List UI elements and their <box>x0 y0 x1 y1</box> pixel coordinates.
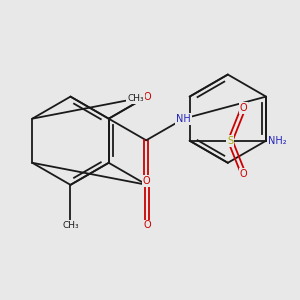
Text: O: O <box>143 92 151 102</box>
Text: NH: NH <box>176 114 191 124</box>
Text: CH₃: CH₃ <box>62 221 79 230</box>
Text: CH₃: CH₃ <box>127 94 144 103</box>
Text: O: O <box>143 220 151 230</box>
Text: NH₂: NH₂ <box>268 136 286 146</box>
Text: O: O <box>142 176 150 186</box>
Text: O: O <box>240 169 247 179</box>
Text: O: O <box>240 103 247 112</box>
Text: S: S <box>227 136 233 146</box>
